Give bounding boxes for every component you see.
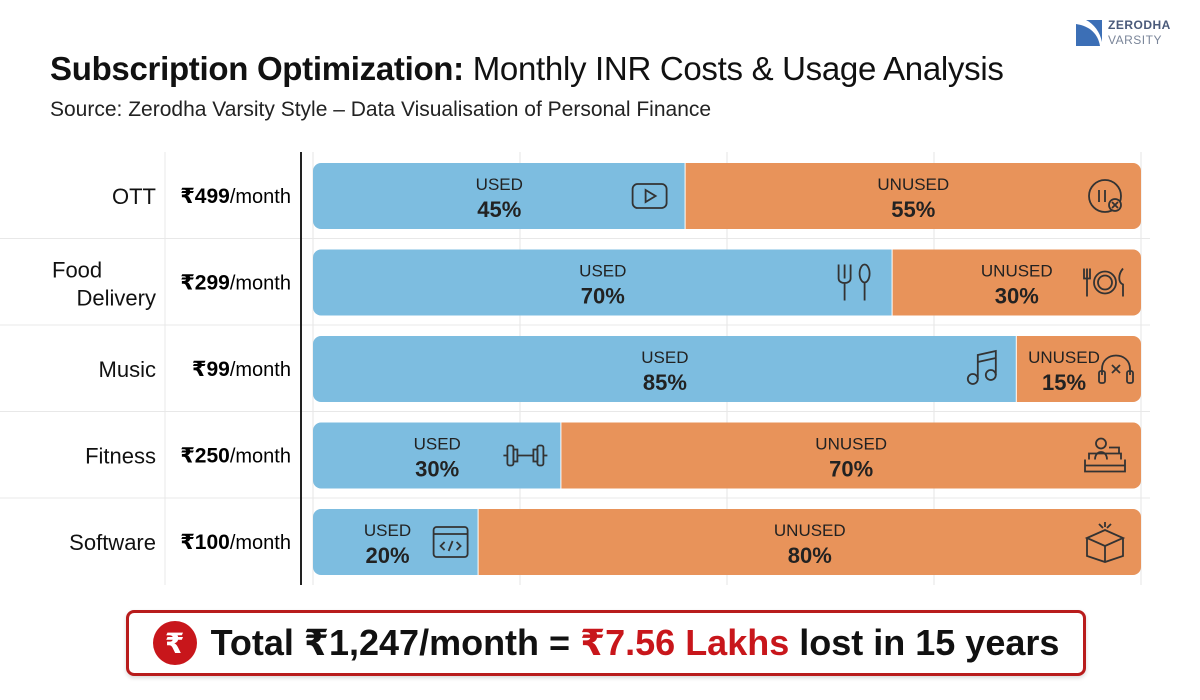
segment-label: UNUSED xyxy=(815,435,887,454)
total-loss-banner: ₹ Total ₹1,247/month = ₹7.56 Lakhs lost … xyxy=(126,610,1086,676)
segment-value: 80% xyxy=(788,543,832,568)
segment-value: 15% xyxy=(1042,370,1086,395)
segment-label: UNUSED xyxy=(981,262,1053,281)
zerodha-varsity-logo: ZERODHA VARSITY xyxy=(1076,18,1171,48)
segment-label: USED xyxy=(414,435,461,454)
category-label: Fitness xyxy=(85,444,156,469)
category-label: Delivery xyxy=(77,286,156,311)
segment-label: UNUSED xyxy=(1028,348,1100,367)
segment-label: USED xyxy=(579,262,626,281)
chart-title: Subscription Optimization: Monthly INR C… xyxy=(50,50,1004,87)
chart-subtitle: Source: Zerodha Varsity Style – Data Vis… xyxy=(50,98,712,121)
headphones-off-icon xyxy=(1098,354,1134,384)
play-icon xyxy=(631,183,668,209)
category-label: Food xyxy=(52,258,102,283)
category-label: Software xyxy=(69,530,156,555)
pause-cancel-icon xyxy=(1088,179,1122,213)
unused-bar xyxy=(685,163,1141,229)
price-label: ₹100/month xyxy=(180,531,291,554)
plate-icon xyxy=(1083,267,1124,297)
unused-bar xyxy=(478,509,1141,575)
used-bar xyxy=(313,249,893,316)
category-label: Music xyxy=(99,357,156,382)
music-note-icon xyxy=(966,349,997,385)
price-label: ₹499/month xyxy=(180,185,291,208)
segment-value: 70% xyxy=(829,457,873,482)
unused-bar xyxy=(892,249,1141,316)
used-bar xyxy=(313,509,479,575)
price-label: ₹299/month xyxy=(180,272,291,295)
segment-value: 45% xyxy=(477,197,521,222)
segment-value: 30% xyxy=(995,284,1039,309)
logo-icon xyxy=(1076,20,1102,46)
segment-label: USED xyxy=(641,348,688,367)
segment-value: 20% xyxy=(365,543,409,568)
dumbbell-icon xyxy=(503,444,548,467)
segment-label: UNUSED xyxy=(877,175,949,194)
sofa-person-icon xyxy=(1084,437,1126,473)
price-label: ₹99/month xyxy=(192,358,291,381)
segment-value: 55% xyxy=(891,197,935,222)
segment-label: USED xyxy=(476,175,523,194)
code-window-icon xyxy=(432,526,469,558)
segment-label: UNUSED xyxy=(774,521,846,540)
empty-box-icon xyxy=(1084,522,1126,563)
unused-bar xyxy=(1016,336,1141,402)
used-bar xyxy=(313,163,686,229)
category-label: OTT xyxy=(112,184,156,209)
rupee-coin-icon: ₹ xyxy=(152,621,197,665)
segment-label: USED xyxy=(364,521,411,540)
segment-value: 30% xyxy=(415,457,459,482)
unused-bar xyxy=(561,422,1141,489)
segment-value: 85% xyxy=(643,370,687,395)
fork-spoon-icon xyxy=(837,263,871,301)
usage-chart: OTT ₹499/month USED 45% UNUSED 55% Food Deliver… xyxy=(0,152,1150,585)
price-label: ₹250/month xyxy=(180,445,291,468)
segment-value: 70% xyxy=(581,284,625,309)
used-bar xyxy=(313,336,1017,402)
